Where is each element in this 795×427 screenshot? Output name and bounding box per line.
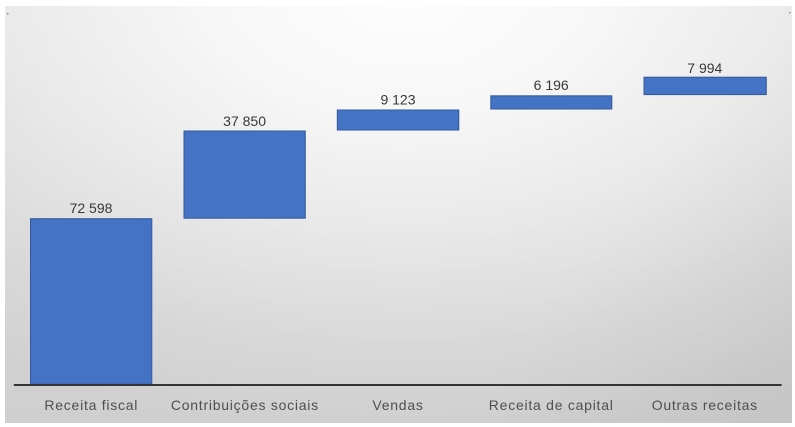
svg-text:7 994: 7 994: [687, 60, 722, 76]
svg-text:Receita de capital: Receita de capital: [489, 397, 614, 413]
svg-text:72 598: 72 598: [70, 200, 113, 216]
svg-text:9 123: 9 123: [380, 91, 415, 107]
svg-text:37 850: 37 850: [223, 113, 266, 129]
svg-text:Receita fiscal: Receita fiscal: [44, 397, 138, 413]
svg-text:Contribuições sociais: Contribuições sociais: [171, 397, 319, 413]
svg-text:Outras receitas: Outras receitas: [652, 397, 758, 413]
svg-text:6 196: 6 196: [534, 77, 569, 93]
svg-text:Vendas: Vendas: [372, 397, 423, 413]
